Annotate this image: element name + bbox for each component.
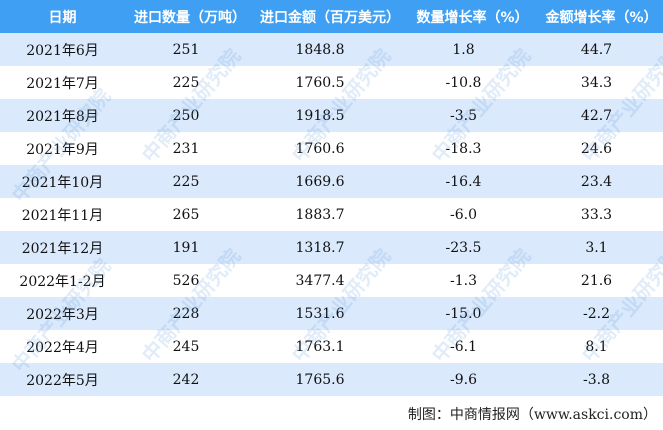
cell-amount: 1760.5: [295, 74, 345, 91]
table-row: 2022年4月 245 1763.1 -6.1 8.1: [0, 330, 663, 363]
cell-quantity-growth: -16.4: [405, 165, 540, 198]
cell-date: 2021年7月: [26, 75, 99, 92]
cell-quantity: 526: [172, 272, 200, 289]
cell-amount: 1760.6: [295, 140, 345, 157]
cell-quantity: 245: [172, 338, 200, 355]
cell-amount-growth: 24.6: [580, 140, 613, 157]
cell-date: 2022年4月: [26, 339, 99, 356]
table-row: 2022年1-2月 526 3477.4 -1.3 21.6: [0, 264, 663, 297]
cell-amount-growth: -2.2: [540, 297, 663, 330]
cell-date: 2021年10月: [0, 165, 125, 198]
table-row: 2021年7月 225 1760.5 -10.8 34.3: [0, 66, 663, 99]
cell-quantity-growth: -23.5: [405, 231, 540, 264]
cell-quantity: 225: [125, 165, 255, 198]
cell-amount: 1848.8: [255, 33, 405, 66]
table-row: 2021年12月 191 1318.7 -23.5 3.1: [0, 231, 663, 264]
cell-amount-growth: 33.3: [580, 206, 613, 223]
column-header-amount-growth: 金额增长率（%）: [540, 0, 663, 33]
source-credit: 制图：中商情报网（www.askci.com）: [407, 407, 657, 423]
cell-quantity-growth: -15.0: [405, 297, 540, 330]
cell-quantity: 265: [172, 206, 200, 223]
cell-amount-growth: 34.3: [580, 74, 613, 91]
cell-amount: 1531.6: [255, 297, 405, 330]
cell-amount: 1669.6: [255, 165, 405, 198]
cell-amount-growth: 8.1: [585, 338, 608, 355]
cell-amount: 1918.5: [255, 99, 405, 132]
cell-quantity: 250: [125, 99, 255, 132]
cell-amount-growth: 23.4: [540, 165, 663, 198]
cell-quantity: 225: [172, 74, 200, 91]
cell-quantity: 231: [172, 140, 200, 157]
cell-amount: 1883.7: [295, 206, 345, 223]
cell-date: 2022年5月: [0, 363, 125, 396]
cell-date: 2022年3月: [0, 297, 125, 330]
cell-date: 2021年11月: [21, 207, 104, 224]
table-row: 2021年10月 225 1669.6 -16.4 23.4: [0, 165, 663, 198]
cell-amount-growth: 42.7: [540, 99, 663, 132]
cell-quantity-growth: -10.8: [445, 74, 482, 91]
cell-date: 2021年12月: [0, 231, 125, 264]
table-row: 2021年8月 250 1918.5 -3.5 42.7: [0, 99, 663, 132]
table-row: 2022年3月 228 1531.6 -15.0 -2.2: [0, 297, 663, 330]
table-row: 2021年11月 265 1883.7 -6.0 33.3: [0, 198, 663, 231]
cell-amount: 1765.6: [255, 363, 405, 396]
cell-amount-growth: -3.8: [540, 363, 663, 396]
cell-quantity: 251: [125, 33, 255, 66]
cell-date: 2021年9月: [26, 141, 99, 158]
table-row: 2021年9月 231 1760.6 -18.3 24.6: [0, 132, 663, 165]
cell-quantity-growth: -1.3: [450, 272, 477, 289]
cell-quantity-growth: -18.3: [445, 140, 482, 157]
cell-amount: 1763.1: [295, 338, 345, 355]
cell-quantity: 191: [125, 231, 255, 264]
cell-quantity: 242: [125, 363, 255, 396]
cell-date: 2021年8月: [0, 99, 125, 132]
column-header-date: 日期: [0, 0, 125, 33]
cell-date: 2022年1-2月: [19, 273, 106, 290]
table-row: 2021年6月 251 1848.8 1.8 44.7: [0, 33, 663, 66]
cell-quantity-growth: -3.5: [405, 99, 540, 132]
cell-quantity-growth: -9.6: [405, 363, 540, 396]
cell-amount-growth: 44.7: [540, 33, 663, 66]
import-data-table: 日期 进口数量（万吨） 进口金额（百万美元） 数量增长率（%） 金额增长率（%）…: [0, 0, 663, 396]
cell-quantity-growth: -6.0: [450, 206, 477, 223]
column-header-quantity: 进口数量（万吨）: [125, 0, 255, 33]
table-row: 2022年5月 242 1765.6 -9.6 -3.8: [0, 363, 663, 396]
table-header-row: 日期 进口数量（万吨） 进口金额（百万美元） 数量增长率（%） 金额增长率（%）: [0, 0, 663, 33]
cell-quantity: 228: [125, 297, 255, 330]
column-header-quantity-growth: 数量增长率（%）: [405, 0, 540, 33]
cell-quantity-growth: -6.1: [450, 338, 477, 355]
cell-amount-growth: 21.6: [580, 272, 613, 289]
column-header-amount: 进口金额（百万美元）: [255, 0, 405, 33]
cell-date: 2021年6月: [0, 33, 125, 66]
cell-amount: 1318.7: [255, 231, 405, 264]
cell-quantity-growth: 1.8: [405, 33, 540, 66]
cell-amount: 3477.4: [295, 272, 345, 289]
cell-amount-growth: 3.1: [540, 231, 663, 264]
